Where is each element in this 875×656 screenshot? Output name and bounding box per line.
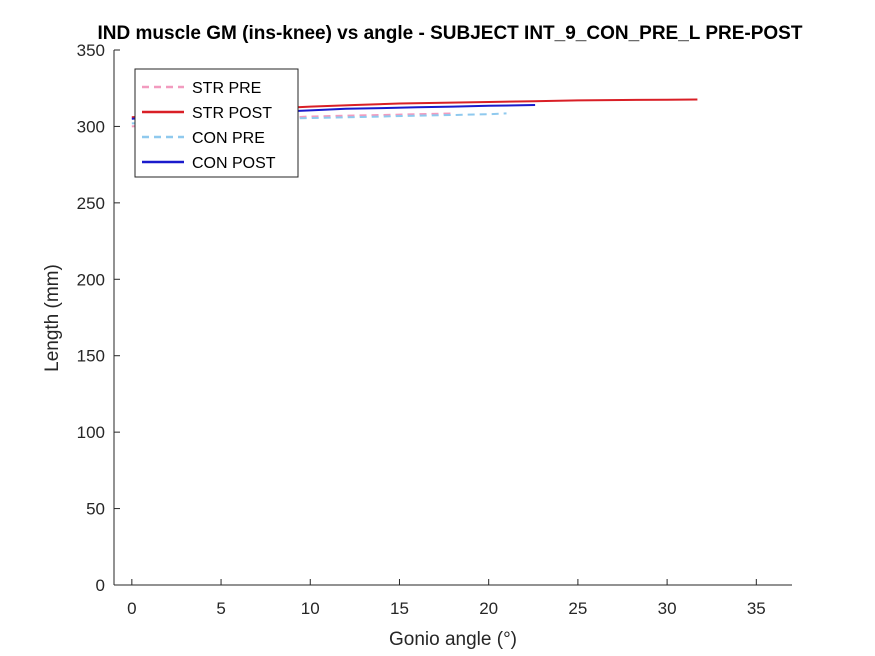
x-tick-label: 10	[301, 599, 320, 618]
legend-label: CON PRE	[192, 130, 265, 147]
x-tick-label: 25	[568, 599, 587, 618]
x-tick-label: 15	[390, 599, 409, 618]
x-tick-label: 5	[216, 599, 225, 618]
legend-label: STR POST	[192, 105, 272, 122]
y-tick-label: 200	[77, 270, 105, 289]
legend: STR PRE STR POST CON PRE CON POST	[134, 68, 299, 178]
chart-title: IND muscle GM (ins-knee) vs angle - SUBJ…	[98, 23, 803, 44]
y-tick-label: 250	[77, 194, 105, 213]
y-tick-label: 100	[77, 423, 105, 442]
y-tick-label: 0	[96, 576, 105, 595]
y-axis-label: Length (mm)	[42, 264, 63, 372]
y-tick-label: 150	[77, 347, 105, 366]
legend-label: CON POST	[192, 155, 276, 172]
x-tick-label: 30	[658, 599, 677, 618]
x-tick-label: 0	[127, 599, 136, 618]
legend-label: STR PRE	[192, 80, 261, 97]
legend-box	[134, 68, 299, 178]
y-tick-label: 350	[77, 41, 105, 60]
x-axis-label: Gonio angle (°)	[389, 629, 517, 650]
y-tick-label: 300	[77, 117, 105, 136]
x-tick-label: 20	[479, 599, 498, 618]
x-tick-label: 35	[747, 599, 766, 618]
y-tick-label: 50	[86, 500, 105, 519]
